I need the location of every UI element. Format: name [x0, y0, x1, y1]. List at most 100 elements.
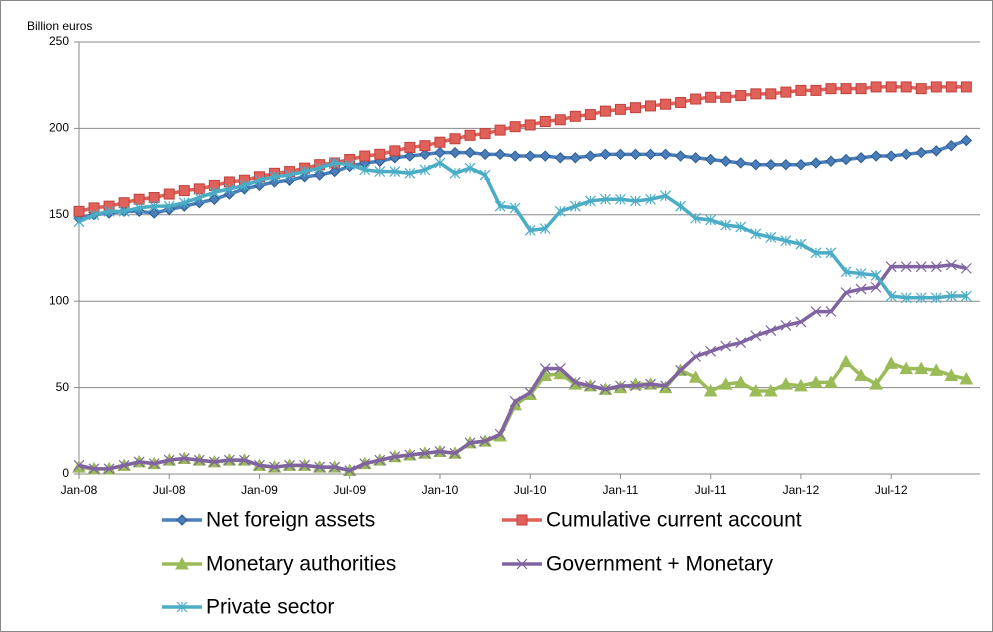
marker [178, 453, 190, 464]
marker [434, 136, 446, 148]
marker [795, 316, 807, 328]
marker [750, 228, 762, 240]
marker [479, 128, 491, 140]
marker [223, 454, 235, 466]
marker [554, 114, 566, 126]
marker [735, 337, 747, 349]
marker [720, 219, 732, 231]
marker [176, 514, 188, 526]
marker [733, 375, 748, 388]
marker [720, 91, 732, 103]
marker [254, 459, 265, 471]
marker [960, 290, 972, 302]
marker [735, 90, 747, 102]
marker [720, 340, 732, 352]
marker [705, 91, 717, 103]
marker [930, 81, 942, 93]
marker [103, 463, 115, 475]
marker [824, 375, 838, 388]
legend: Net foreign assets Cumulative current acc… [162, 509, 802, 619]
marker [208, 456, 220, 468]
x-tick-label: Jul-12 [875, 483, 908, 497]
marker [763, 384, 778, 397]
marker [434, 446, 446, 457]
marker [239, 179, 250, 191]
marker [299, 166, 311, 178]
marker [689, 152, 702, 164]
series [73, 259, 972, 476]
marker [569, 376, 581, 388]
marker [884, 356, 899, 369]
marker [809, 375, 823, 388]
y-axis-label: Billion euros [27, 19, 92, 33]
marker [118, 459, 130, 471]
marker [359, 458, 371, 470]
x-tick-label: Jul-08 [153, 483, 186, 497]
marker [930, 145, 942, 157]
marker [748, 384, 763, 397]
marker [449, 146, 461, 159]
marker [208, 186, 220, 198]
marker [870, 81, 882, 93]
marker [825, 83, 837, 95]
marker [885, 150, 897, 162]
marker [735, 221, 747, 233]
marker [329, 157, 341, 169]
marker [599, 383, 611, 395]
marker [569, 200, 581, 212]
marker [163, 188, 175, 200]
legend-label: Government + Monetary [546, 553, 774, 576]
marker [479, 169, 491, 181]
marker [840, 287, 852, 298]
marker [133, 456, 145, 468]
x-tick-label: Jan-11 [603, 483, 639, 497]
marker [960, 81, 972, 93]
marker [479, 148, 491, 161]
legend-label: Monetary authorities [206, 553, 396, 576]
marker [539, 363, 551, 375]
marker [704, 153, 717, 166]
marker [825, 247, 837, 259]
marker [825, 306, 837, 317]
marker [660, 98, 672, 110]
marker [765, 325, 777, 337]
marker [239, 454, 250, 466]
legend-label: Private sector [206, 596, 334, 619]
marker [794, 378, 808, 392]
marker [178, 197, 190, 209]
marker [599, 148, 612, 161]
marker [630, 195, 641, 207]
marker [569, 152, 582, 164]
marker [148, 458, 160, 470]
marker [419, 164, 431, 176]
marker [88, 209, 100, 221]
marker [223, 183, 235, 195]
marker [175, 556, 189, 570]
marker [615, 380, 626, 392]
marker [464, 129, 476, 141]
marker [313, 169, 326, 181]
marker [524, 150, 536, 162]
marker [674, 150, 687, 162]
marker [960, 134, 973, 147]
y-tick-label: 150 [49, 207, 69, 221]
marker [914, 361, 929, 375]
marker [960, 262, 972, 274]
marker [269, 171, 280, 183]
marker [675, 364, 687, 376]
marker [900, 292, 912, 304]
legend-label: Cumulative current account [546, 509, 802, 532]
marker [539, 223, 551, 235]
marker [945, 290, 957, 302]
marker [599, 105, 611, 117]
x-tick-label: Jul-09 [333, 483, 366, 497]
x-tick-label: Jan-09 [241, 483, 278, 497]
marker [374, 166, 386, 178]
marker [855, 152, 867, 164]
marker [645, 100, 657, 112]
marker [389, 145, 401, 157]
marker [945, 81, 957, 93]
marker [869, 377, 883, 390]
marker [494, 148, 506, 161]
